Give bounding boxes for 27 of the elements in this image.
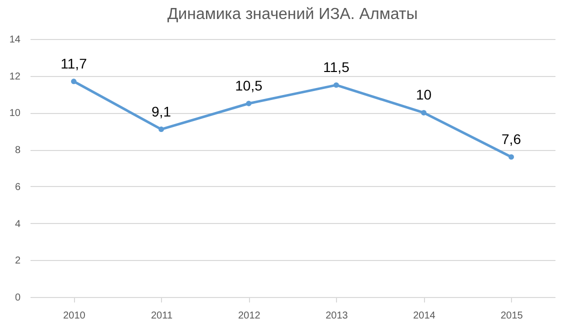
chart-title: Динамика значений ИЗА. Алматы	[167, 6, 418, 23]
data-label: 7,6	[502, 130, 522, 147]
point	[71, 78, 76, 84]
y-tick-label: 0	[14, 292, 21, 304]
y-tick-label: 4	[14, 218, 21, 230]
data-label: 10,5	[235, 78, 263, 94]
point	[158, 126, 164, 132]
x-tick-label: 2014	[413, 310, 436, 322]
data-label: 9,1	[152, 103, 172, 120]
point	[246, 100, 252, 106]
x-tick-label: 2010	[63, 310, 86, 322]
y-tick-label: 10	[9, 108, 21, 120]
x-tick-label: 2011	[150, 310, 173, 322]
point	[334, 82, 339, 88]
y-tick-label: 14	[9, 34, 21, 46]
x-tick-label: 2015	[500, 310, 524, 322]
point	[508, 154, 514, 160]
x-tick-label: 2013	[326, 310, 348, 322]
y-tick-label: 2	[14, 256, 21, 267]
data-label: 10	[416, 86, 432, 103]
y-tick-label: 12	[9, 71, 21, 82]
data-label: 11,7	[60, 55, 88, 72]
y-tick-label: 6	[14, 182, 21, 193]
y-tick-label: 8	[14, 145, 21, 156]
data-label: 11,5	[323, 59, 350, 76]
point	[421, 110, 426, 116]
x-tick-label: 2012	[238, 310, 261, 322]
